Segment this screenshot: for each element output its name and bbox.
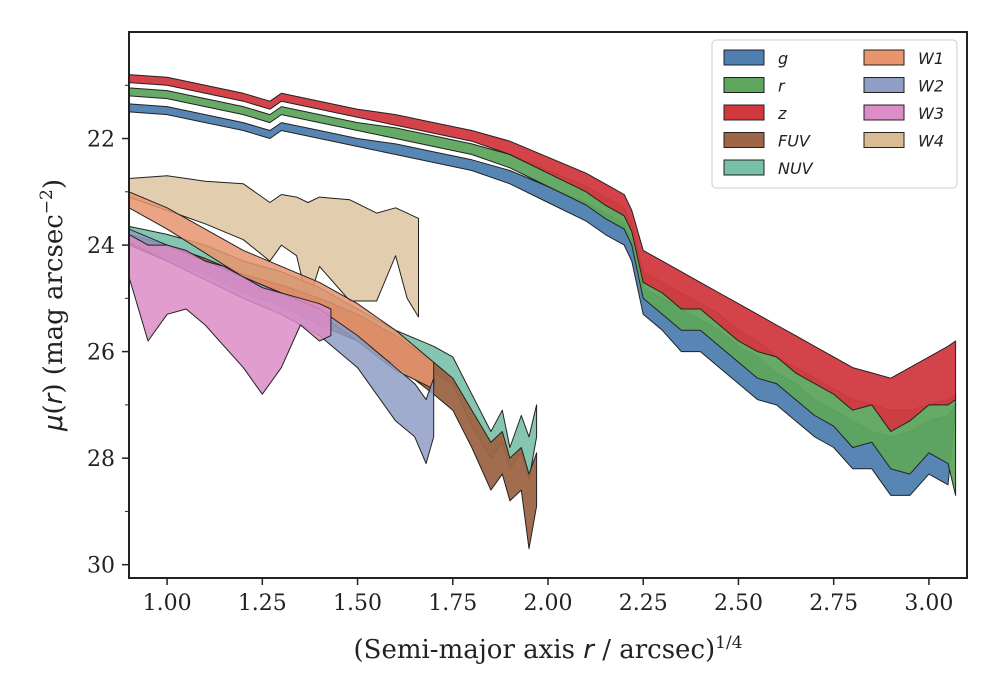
y-tick-label: 30 — [87, 554, 115, 579]
legend-swatch — [723, 159, 765, 176]
x-axis-label: (Semi-major axis r / arcsec)1/4 — [353, 633, 742, 665]
legend-label: W3 — [918, 104, 944, 123]
band-w3 — [128, 233, 332, 395]
x-tick-label: 2.00 — [524, 591, 573, 616]
x-tick-label: 1.50 — [333, 591, 382, 616]
legend-item-w1: W1 — [863, 49, 944, 68]
legend-item-nuv: NUV — [723, 159, 814, 178]
legend-label: NUV — [778, 159, 814, 178]
legend-label: z — [777, 104, 787, 123]
y-axis-label: μ(r) (mag arcsec−2) — [37, 179, 69, 432]
x-tick-label: 3.00 — [904, 591, 953, 616]
legend-swatch — [723, 104, 765, 121]
x-tick-label: 1.25 — [238, 591, 287, 616]
legend-swatch — [863, 49, 905, 66]
legend-item-w2: W2 — [863, 77, 944, 96]
legend-swatch — [723, 77, 765, 93]
legend: grz FUV NUV W1 W2 W3 W4 — [711, 39, 958, 189]
profile-bands — [128, 74, 957, 550]
legend-swatch — [723, 132, 765, 148]
y-axis-ticks: 22 24 26 28 30 — [87, 84, 129, 579]
legend-item-w3: W3 — [863, 104, 944, 123]
legend-item-r: r — [723, 77, 786, 96]
x-tick-label: 1.75 — [428, 591, 477, 616]
legend-label: W4 — [918, 132, 944, 151]
band-w4 — [128, 175, 419, 318]
legend-item-fuv: FUV — [723, 132, 811, 151]
legend-swatch — [863, 104, 905, 121]
legend-label: W2 — [918, 77, 944, 96]
x-axis-ticks: 1.00 1.25 1.50 1.75 2.00 2.25 2.50 2.75 3.00 — [143, 578, 953, 616]
y-tick-label: 26 — [87, 341, 115, 366]
legend-item-w4: W4 — [863, 132, 944, 151]
legend-label: g — [778, 49, 788, 68]
y-tick-label: 28 — [87, 447, 115, 472]
legend-swatch — [863, 132, 905, 148]
band-z — [128, 74, 957, 432]
y-tick-label: 24 — [87, 234, 115, 259]
x-tick-label: 2.75 — [809, 591, 858, 616]
legend-label: W1 — [918, 49, 944, 68]
legend-label: FUV — [778, 132, 811, 151]
legend-label: r — [778, 77, 786, 96]
legend-item-g: g — [723, 49, 788, 68]
legend-swatch — [723, 49, 765, 66]
y-tick-label: 22 — [87, 128, 115, 153]
legend-item-z: z — [723, 104, 787, 123]
x-tick-label: 2.25 — [619, 591, 668, 616]
x-tick-label: 2.50 — [714, 591, 763, 616]
x-tick-label: 1.00 — [143, 591, 192, 616]
legend-swatch — [863, 77, 905, 93]
